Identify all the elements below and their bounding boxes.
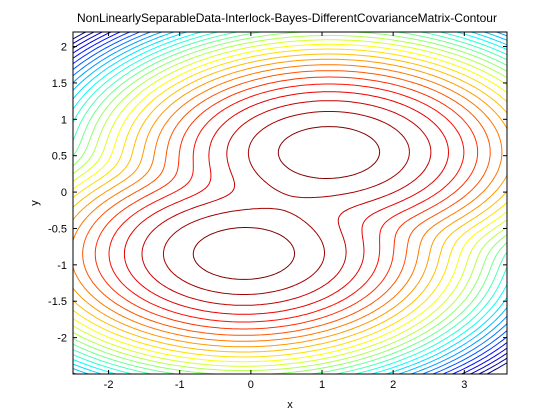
y-tick-label: 2 [61,42,67,54]
x-axis-label: x [287,399,293,411]
contour-level [73,32,507,374]
contour-level [94,76,479,330]
contour-level [73,39,507,367]
contour-level [73,53,507,353]
x-axis-ticks: -2 -1 0 1 2 3 [104,32,467,391]
contour-level [73,43,507,363]
contour-level [73,48,507,358]
y-tick-label: 1 [61,114,67,126]
y-tick-label: 0 [61,187,67,199]
contour-lines [73,32,507,374]
x-tick-label: 3 [461,379,467,391]
contour-level [73,34,507,372]
contour-level [192,126,381,280]
contour-level [73,32,507,374]
y-tick-label: 0.5 [52,151,67,163]
contour-level [73,32,507,374]
contour-level [108,83,465,323]
contour-level [73,32,507,374]
x-tick-label: -2 [104,379,114,391]
y-tick-label: -1 [57,260,67,272]
x-tick-label: -1 [175,379,185,391]
contour-level [73,32,507,374]
y-tick-label: -1.5 [48,296,67,308]
contour-level [73,32,507,374]
contour-level [73,32,507,374]
x-tick-label: 0 [248,379,254,391]
contour-level [73,58,507,348]
contour-level [73,64,503,342]
y-tick-label: 1.5 [52,78,67,90]
contour-level [73,32,507,374]
plot-frame [72,31,508,375]
y-axis-label: y [29,200,41,206]
contour-level [162,111,410,295]
y-axis-ticks: -2 -1.5 -1 -0.5 0 0.5 1 1.5 2 [48,42,507,345]
y-tick-label: -2 [57,333,67,345]
chart-title: NonLinearlySeparableData-Interlock-Bayes… [77,11,497,25]
y-tick-label: -0.5 [48,223,67,235]
contour-level [141,100,432,306]
contour-level [73,32,507,374]
x-tick-label: 2 [390,379,396,391]
x-tick-label: 1 [319,379,325,391]
contour-level [82,70,491,336]
contour-level [123,91,449,315]
